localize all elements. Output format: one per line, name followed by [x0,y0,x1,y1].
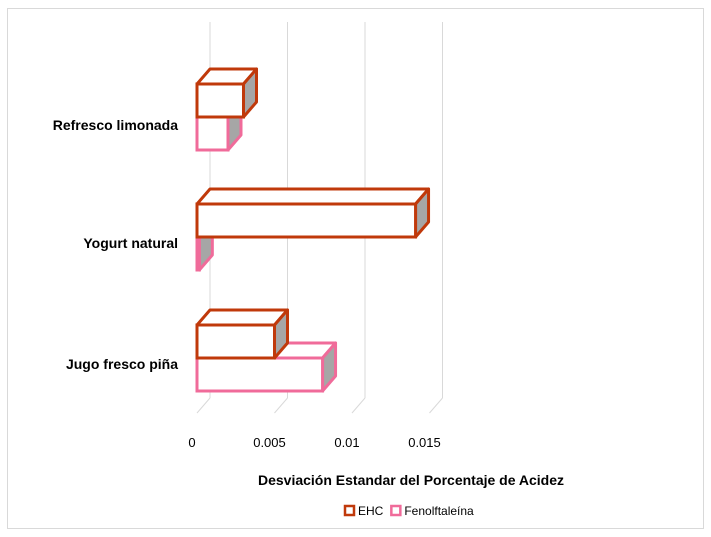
bar-ehc [195,67,258,119]
legend-label: Fenolftaleína [404,504,474,518]
gridline-base-0 [196,397,211,414]
bar-ehc [195,187,431,239]
x-tick-label: 0.015 [408,435,441,450]
category-label: Jugo fresco piña [66,356,178,372]
x-tick-labels: 0 0.005 0.01 0.015 [188,435,440,450]
gridline-base-1 [274,397,288,414]
legend: EHC Fenolftaleína [343,504,474,518]
category-labels: Refresco limonada Yogurt natural Jugo fres… [53,117,178,372]
x-tick-label: 0.01 [334,435,359,450]
gridline-base-2 [351,397,366,414]
bars [195,67,431,393]
category-label: Refresco limonada [53,117,178,133]
chart-border [7,8,704,529]
legend-swatch [343,504,356,517]
gridline-base-3 [429,397,443,414]
bar-ehc [195,308,289,360]
x-tick-label: 0 [188,435,195,450]
category-label: Yogurt natural [83,235,178,251]
legend-swatch [390,504,402,517]
x-tick-label: 0.005 [253,435,286,450]
x-axis-title: Desviación Estandar del Porcentaje de Ac… [258,472,564,488]
legend-label: EHC [358,504,384,518]
